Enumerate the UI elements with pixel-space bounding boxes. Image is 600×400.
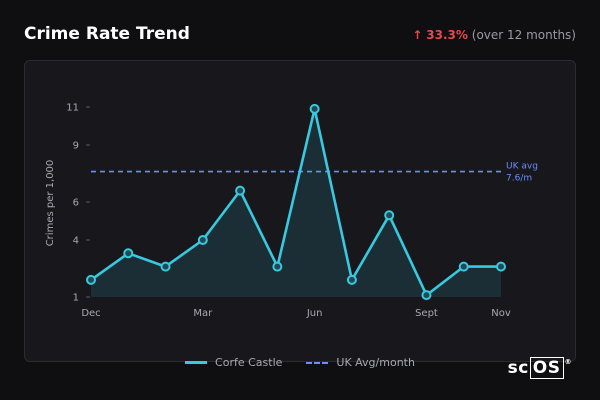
brand-logo: sc OS ® <box>507 357 572 379</box>
data-point[interactable] <box>197 235 208 245</box>
legend-label-reference: UK Avg/month <box>336 356 415 369</box>
y-tick-label: 11 <box>66 103 79 114</box>
legend-swatch-dashed <box>306 361 329 364</box>
chart-legend: Corfe Castle UK Avg/month <box>0 356 600 369</box>
x-tick-label: Dec <box>81 308 100 319</box>
y-tick-label: 6 <box>73 198 79 209</box>
chart-title: Crime Rate Trend <box>24 24 190 44</box>
x-tick-label: Sept <box>415 308 438 319</box>
series-area <box>91 108 501 298</box>
y-tick-label: 1 <box>73 293 79 304</box>
change-indicator: ↑ 33.3% (over 12 months) <box>412 28 576 42</box>
data-point[interactable] <box>160 261 171 272</box>
data-point[interactable] <box>421 290 432 301</box>
legend-item-series[interactable]: Corfe Castle <box>185 356 282 369</box>
data-point[interactable] <box>384 210 395 221</box>
data-point[interactable] <box>496 261 506 272</box>
data-point[interactable] <box>309 103 320 114</box>
trend-up-icon: ↑ <box>412 28 423 42</box>
x-tick-label: Nov <box>491 308 511 319</box>
data-point[interactable] <box>458 261 469 272</box>
legend-label-series: Corfe Castle <box>215 356 283 369</box>
legend-item-reference[interactable]: UK Avg/month <box>306 356 415 369</box>
change-period: (over 12 months) <box>471 28 576 42</box>
reference-label-value: 7.6/m <box>506 174 532 184</box>
logo-boxed-text: OS <box>529 357 564 379</box>
legend-swatch-solid <box>185 361 208 364</box>
y-tick-label: 9 <box>73 141 79 152</box>
data-point[interactable] <box>346 274 357 285</box>
plot-area <box>86 103 506 301</box>
y-axis: 1 4 6 9 11 <box>66 103 90 304</box>
x-tick-label: Jun <box>306 308 323 319</box>
logo-prefix: sc <box>507 358 529 378</box>
chart-panel <box>24 60 576 362</box>
data-point[interactable] <box>86 274 96 285</box>
reference-label-name: UK avg <box>506 162 538 172</box>
x-axis: Dec Mar Jun Sept Nov <box>81 308 511 319</box>
y-axis-label: Crimes per 1,000 <box>45 160 56 247</box>
registered-mark: ® <box>564 358 572 366</box>
change-percentage: 33.3% <box>426 28 468 42</box>
series-line <box>90 107 501 297</box>
data-point[interactable] <box>272 261 283 272</box>
data-point[interactable] <box>235 185 246 196</box>
reference-line-group: UK avg 7.6/m <box>91 162 538 184</box>
data-point[interactable] <box>123 248 134 259</box>
y-tick-label: 4 <box>73 236 79 247</box>
x-tick-label: Mar <box>193 308 213 319</box>
